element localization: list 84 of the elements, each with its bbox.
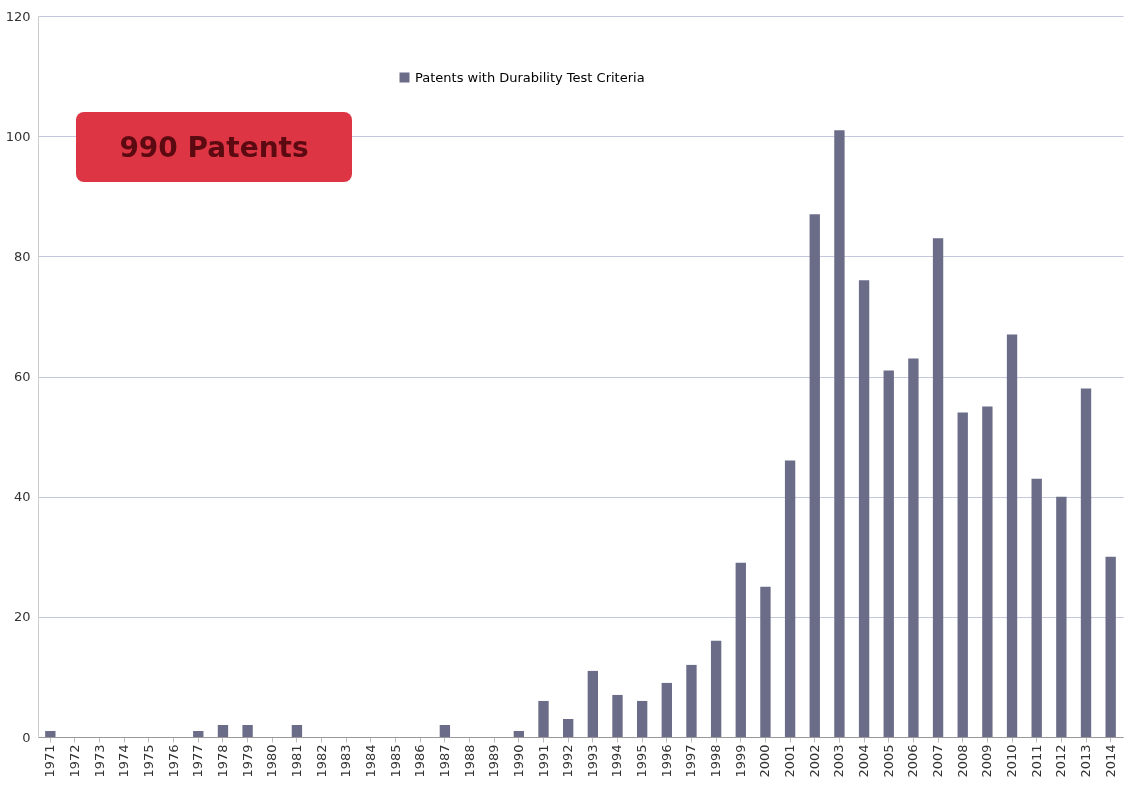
x-tick-label: 2006 <box>905 744 921 778</box>
x-tick-label: 1973 <box>91 744 107 778</box>
bar <box>193 730 204 737</box>
bar <box>710 640 722 737</box>
bar <box>45 730 56 737</box>
x-tick-label: 1999 <box>732 744 748 778</box>
x-tick-label: 1988 <box>461 744 477 778</box>
bar <box>784 460 796 737</box>
bar <box>1080 388 1092 737</box>
x-tick-label: 2008 <box>954 744 970 778</box>
y-tick-label: 20 <box>13 609 31 625</box>
bar <box>291 724 303 737</box>
callout-box: 990 Patents <box>76 112 352 182</box>
legend-label: Patents with Durability Test Criteria <box>415 69 645 85</box>
x-tick-label: 1990 <box>510 744 526 778</box>
x-tick-label: 1980 <box>264 744 280 778</box>
y-tick-label: 100 <box>5 128 31 144</box>
x-tick-label: 2000 <box>757 744 773 778</box>
bar <box>809 214 820 737</box>
y-tick-label: 80 <box>13 248 31 264</box>
x-tick-label: 2005 <box>880 744 896 778</box>
bar <box>562 718 574 737</box>
bar <box>587 670 599 737</box>
bar <box>217 724 229 737</box>
x-tick-label: 1984 <box>362 744 378 778</box>
x-tick-label: 1975 <box>140 744 156 778</box>
x-tick-label: 1983 <box>338 744 354 778</box>
x-tick-label: 2003 <box>831 744 847 778</box>
bar <box>439 724 451 737</box>
bar <box>834 130 845 737</box>
bar <box>661 682 672 737</box>
bar <box>242 724 253 737</box>
x-tick-label: 2012 <box>1053 744 1069 778</box>
x-tick-label: 2007 <box>930 744 946 778</box>
x-tick-label: 2011 <box>1028 744 1044 778</box>
y-tick-label: 60 <box>13 369 31 384</box>
bar <box>612 694 623 737</box>
bar <box>1105 556 1116 737</box>
bar <box>883 370 894 737</box>
y-tick-label: 40 <box>13 489 31 505</box>
x-tick-label: 1971 <box>42 744 58 778</box>
x-tick-label: 2001 <box>782 744 798 778</box>
bar <box>760 586 771 737</box>
bar <box>1031 478 1042 737</box>
y-tick-label: 0 <box>22 729 31 745</box>
x-tick-label: 2004 <box>856 744 872 778</box>
x-tick-label: 1985 <box>387 744 403 778</box>
x-tick-label: 1982 <box>313 744 329 778</box>
x-tick-label: 2002 <box>806 744 822 778</box>
x-tick-label: 1992 <box>560 744 576 778</box>
x-tick-label: 1991 <box>535 744 551 778</box>
x-tick-label: 1996 <box>658 744 674 778</box>
bar <box>538 700 549 737</box>
x-tick-label: 2009 <box>979 744 995 778</box>
bar <box>858 280 870 737</box>
x-tick-label: 1979 <box>239 744 255 778</box>
x-tick-label: 1997 <box>683 744 699 778</box>
x-tick-label: 1977 <box>190 744 206 778</box>
x-tick-label: 1978 <box>214 744 230 778</box>
bar <box>735 562 746 737</box>
x-tick-label: 1981 <box>288 744 304 778</box>
bar <box>908 358 919 737</box>
y-tick-label: 120 <box>5 8 31 24</box>
x-tick-label: 1994 <box>609 744 625 778</box>
x-tick-label: 1987 <box>436 744 452 778</box>
bar <box>982 406 993 737</box>
bar <box>513 730 525 737</box>
bar <box>686 664 697 737</box>
x-tick-label: 1998 <box>708 744 724 778</box>
bar <box>1056 496 1067 737</box>
x-tick-label: 2010 <box>1004 744 1020 778</box>
x-tick-label: 1976 <box>165 744 181 778</box>
x-tick-label: 2014 <box>1102 744 1118 778</box>
x-tick-label: 1972 <box>66 744 82 778</box>
x-tick-label: 1993 <box>584 744 600 778</box>
x-tick-label: 1995 <box>634 744 650 778</box>
bar <box>636 700 648 737</box>
x-tick-label: 2013 <box>1078 744 1094 778</box>
x-tick-label: 1986 <box>412 744 428 778</box>
x-tick-label: 1989 <box>486 744 502 778</box>
bar <box>932 238 944 737</box>
x-tick-label: 1974 <box>116 744 132 778</box>
bar <box>1006 334 1018 737</box>
bar <box>957 412 968 737</box>
